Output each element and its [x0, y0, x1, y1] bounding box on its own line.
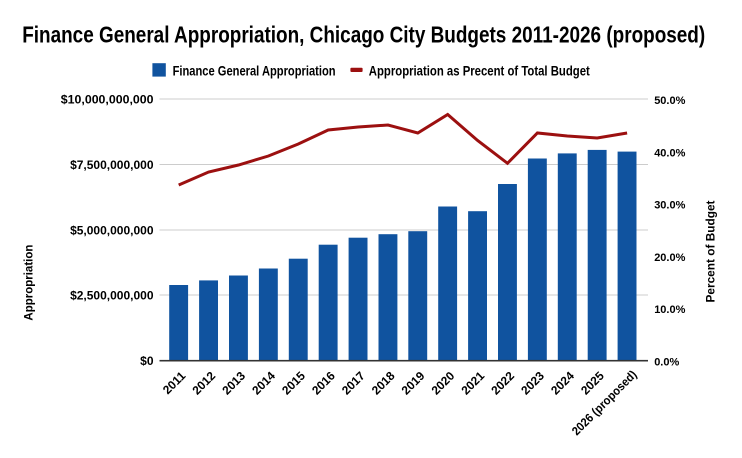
svg-text:Appropriation as Precent of To: Appropriation as Precent of Total Budget	[369, 63, 590, 79]
svg-text:Percent of Budget: Percent of Budget	[703, 200, 717, 302]
svg-text:Appropriation: Appropriation	[24, 245, 36, 321]
svg-text:50.0%: 50.0%	[654, 95, 685, 107]
svg-text:30.0%: 30.0%	[654, 200, 685, 212]
svg-text:20.0%: 20.0%	[654, 252, 685, 264]
svg-text:$10,000,000,000: $10,000,000,000	[61, 93, 154, 107]
svg-text:Finance General Appropriation,: Finance General Appropriation, Chicago C…	[22, 22, 705, 48]
svg-text:Finance General Appropriation: Finance General Appropriation	[173, 63, 336, 79]
svg-text:$0: $0	[140, 354, 154, 368]
svg-text:$7,500,000,000: $7,500,000,000	[70, 158, 154, 172]
svg-text:$5,000,000,000: $5,000,000,000	[70, 223, 154, 237]
svg-text:$2,500,000,000: $2,500,000,000	[70, 289, 154, 303]
svg-text:40.0%: 40.0%	[654, 147, 685, 159]
svg-text:10.0%: 10.0%	[654, 304, 685, 316]
svg-text:0.0%: 0.0%	[654, 357, 679, 369]
